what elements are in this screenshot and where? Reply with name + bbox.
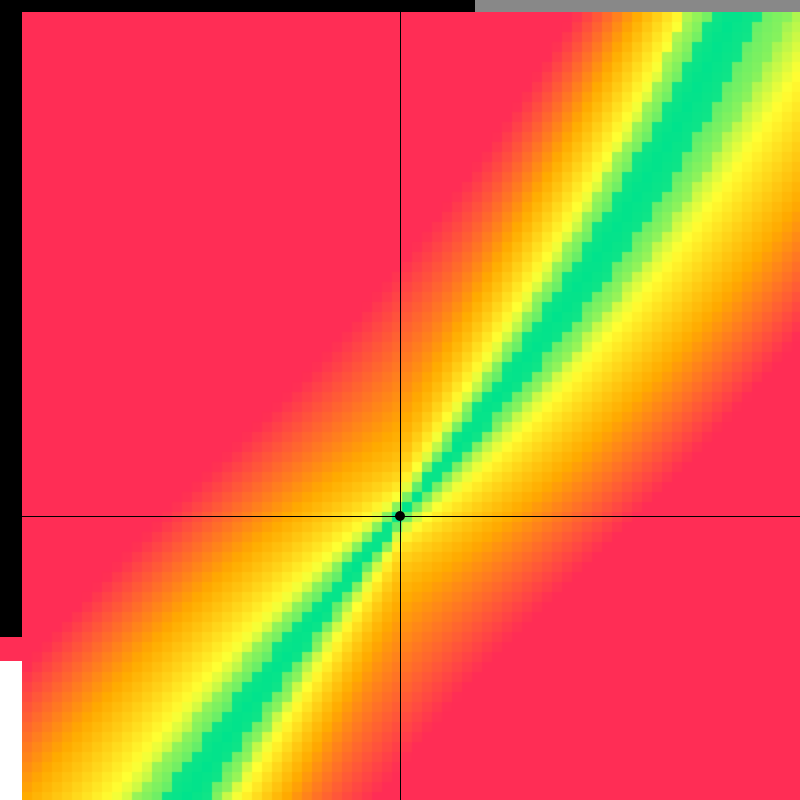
top-bar-inner — [475, 0, 800, 12]
axis-horizontal — [22, 516, 800, 517]
left-bar — [0, 12, 22, 637]
axis-vertical — [400, 12, 401, 800]
origin-marker — [395, 511, 405, 521]
left-bar-notch — [0, 637, 22, 661]
top-bar-outer — [0, 0, 475, 12]
heatmap-canvas — [22, 12, 800, 800]
chart-stage — [0, 0, 800, 800]
